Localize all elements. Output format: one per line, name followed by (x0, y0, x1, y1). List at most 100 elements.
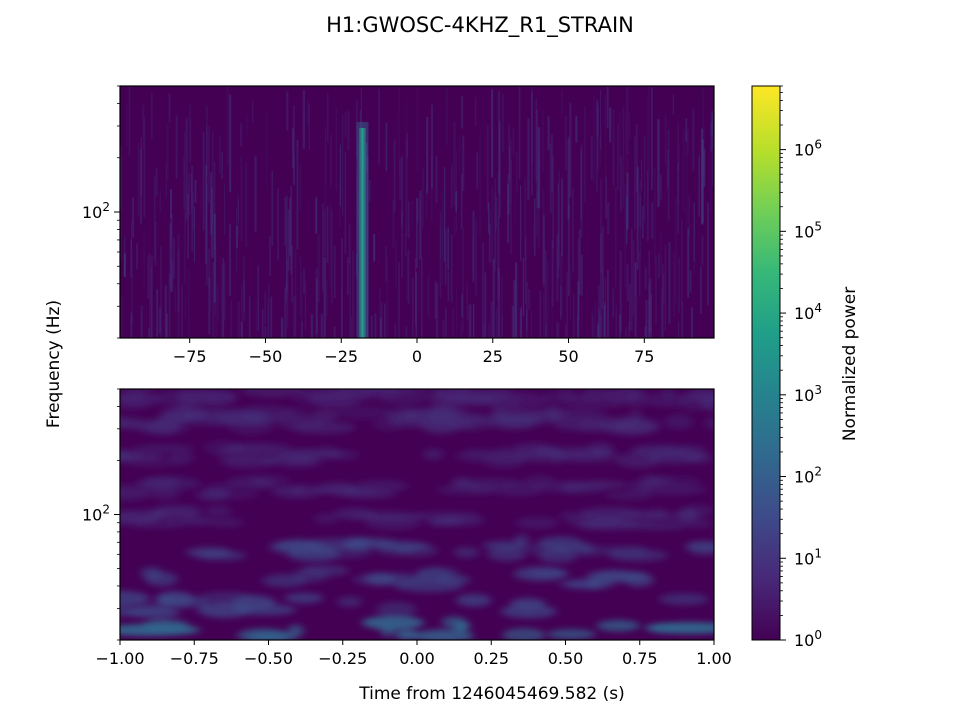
noise-streak (443, 205, 445, 261)
noise-streak (241, 282, 243, 338)
top-plot-background (120, 86, 714, 338)
noise-streak (460, 322, 463, 338)
texture-blob (277, 415, 325, 430)
figure-title: H1:GWOSC-4KHZ_R1_STRAIN (326, 13, 634, 38)
noise-streak (277, 187, 279, 261)
noise-streak (673, 254, 675, 317)
noise-streak (634, 136, 636, 230)
noise-streak (267, 282, 270, 338)
noise-streak (567, 138, 570, 220)
noise-streak (468, 304, 471, 338)
texture-blob (136, 421, 191, 434)
noise-streak (619, 250, 622, 332)
noise-streak (188, 104, 192, 163)
noise-streak (556, 234, 559, 301)
noise-streak (556, 322, 559, 338)
noise-streak (140, 310, 143, 338)
colorbar-tick-label: 105 (794, 219, 822, 241)
noise-streak (678, 257, 680, 314)
texture-blob (120, 514, 160, 525)
texture-blob (423, 448, 444, 460)
noise-streak (606, 86, 609, 129)
noise-streak (659, 174, 662, 200)
noise-streak (648, 251, 650, 332)
texture-blob (502, 628, 546, 640)
noise-streak (317, 234, 320, 303)
noise-streak (460, 173, 463, 229)
noise-streak (590, 135, 593, 181)
noise-streak (609, 107, 612, 143)
noise-streak (446, 88, 448, 146)
noise-streak (295, 249, 297, 337)
texture-blob (275, 539, 322, 553)
noise-streak (600, 178, 603, 273)
texture-blob (596, 619, 640, 632)
noise-streak (657, 253, 660, 278)
noise-streak (151, 255, 153, 338)
noise-streak (509, 146, 511, 182)
noise-streak (479, 132, 481, 238)
noise-streak (168, 273, 171, 338)
texture-blob (426, 517, 464, 527)
noise-streak (140, 305, 143, 338)
noise-streak (493, 259, 495, 338)
noise-streak (296, 139, 299, 250)
noise-streak (469, 303, 472, 338)
noise-streak (221, 151, 224, 180)
noise-streak (469, 320, 471, 338)
noise-streak (710, 186, 712, 213)
noise-streak (408, 201, 410, 239)
noise-streak (264, 326, 267, 338)
texture-blob (120, 452, 163, 462)
noise-streak (427, 274, 430, 318)
texture-blob (197, 601, 252, 618)
texture-blob (342, 489, 396, 499)
noise-streak (175, 115, 178, 179)
noise-streak (703, 148, 706, 187)
noise-streak (487, 202, 490, 234)
noise-streak (634, 262, 636, 296)
noise-streak (626, 172, 629, 230)
texture-blob (684, 504, 714, 517)
noise-streak (183, 156, 185, 211)
texture-blob (224, 443, 290, 453)
noise-streak (545, 324, 547, 338)
noise-streak (542, 214, 545, 287)
texture-blob (500, 604, 557, 619)
noise-streak (550, 134, 554, 193)
noise-streak (185, 187, 187, 226)
noise-streak (549, 143, 552, 214)
colorbar-tick-label: 102 (794, 465, 822, 487)
noise-streak (215, 282, 218, 338)
noise-streak (291, 245, 294, 303)
texture-blob (609, 545, 649, 558)
noise-streak (648, 282, 651, 338)
texture-blob (534, 445, 564, 458)
noise-streak (519, 309, 522, 338)
noise-streak (168, 93, 171, 123)
noise-streak (569, 102, 572, 197)
noise-streak (265, 108, 268, 188)
noise-streak (666, 150, 669, 189)
noise-streak (185, 117, 188, 221)
noise-streak (320, 314, 323, 338)
noise-streak (657, 119, 660, 207)
noise-streak (661, 264, 664, 338)
noise-streak (693, 219, 696, 274)
noise-streak (484, 272, 487, 338)
noise-streak (537, 157, 540, 248)
noise-streak (150, 266, 153, 338)
noise-streak (557, 183, 560, 278)
noise-streak (688, 194, 691, 237)
noise-streak (626, 157, 629, 192)
noise-streak (341, 288, 343, 338)
top-y-ticks: 102 (82, 85, 120, 339)
noise-streak (537, 127, 541, 209)
noise-streak (164, 285, 167, 338)
noise-streak (604, 124, 607, 185)
noise-streak (686, 129, 688, 228)
noise-streak (558, 171, 560, 269)
noise-streak (304, 280, 307, 331)
noise-streak (490, 301, 493, 338)
noise-streak (575, 115, 578, 143)
